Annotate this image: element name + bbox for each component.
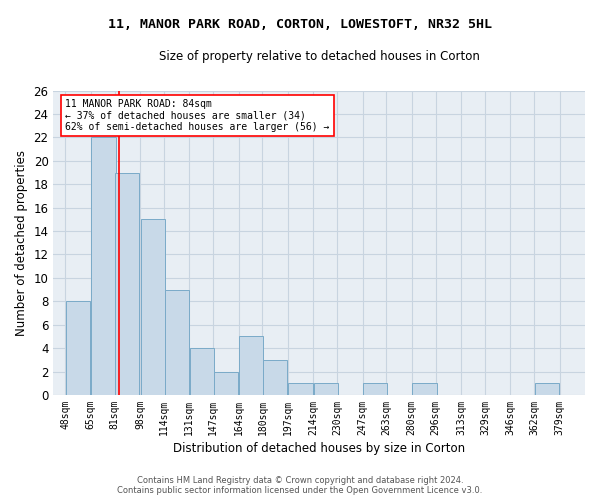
Text: 11, MANOR PARK ROAD, CORTON, LOWESTOFT, NR32 5HL: 11, MANOR PARK ROAD, CORTON, LOWESTOFT, … xyxy=(108,18,492,30)
Text: 11 MANOR PARK ROAD: 84sqm
← 37% of detached houses are smaller (34)
62% of semi-: 11 MANOR PARK ROAD: 84sqm ← 37% of detac… xyxy=(65,99,330,132)
Y-axis label: Number of detached properties: Number of detached properties xyxy=(15,150,28,336)
Bar xyxy=(239,336,263,395)
Bar xyxy=(412,383,437,395)
Title: Size of property relative to detached houses in Corton: Size of property relative to detached ho… xyxy=(159,50,479,63)
Bar xyxy=(535,383,559,395)
Bar xyxy=(314,383,338,395)
Text: Contains HM Land Registry data © Crown copyright and database right 2024.
Contai: Contains HM Land Registry data © Crown c… xyxy=(118,476,482,495)
Bar xyxy=(214,372,238,395)
Bar xyxy=(66,302,90,395)
Bar xyxy=(289,383,313,395)
Bar xyxy=(263,360,287,395)
Bar xyxy=(140,220,165,395)
Bar xyxy=(115,172,139,395)
Bar xyxy=(164,290,189,395)
Bar xyxy=(363,383,387,395)
Bar xyxy=(190,348,214,395)
Bar xyxy=(91,138,116,395)
X-axis label: Distribution of detached houses by size in Corton: Distribution of detached houses by size … xyxy=(173,442,465,455)
